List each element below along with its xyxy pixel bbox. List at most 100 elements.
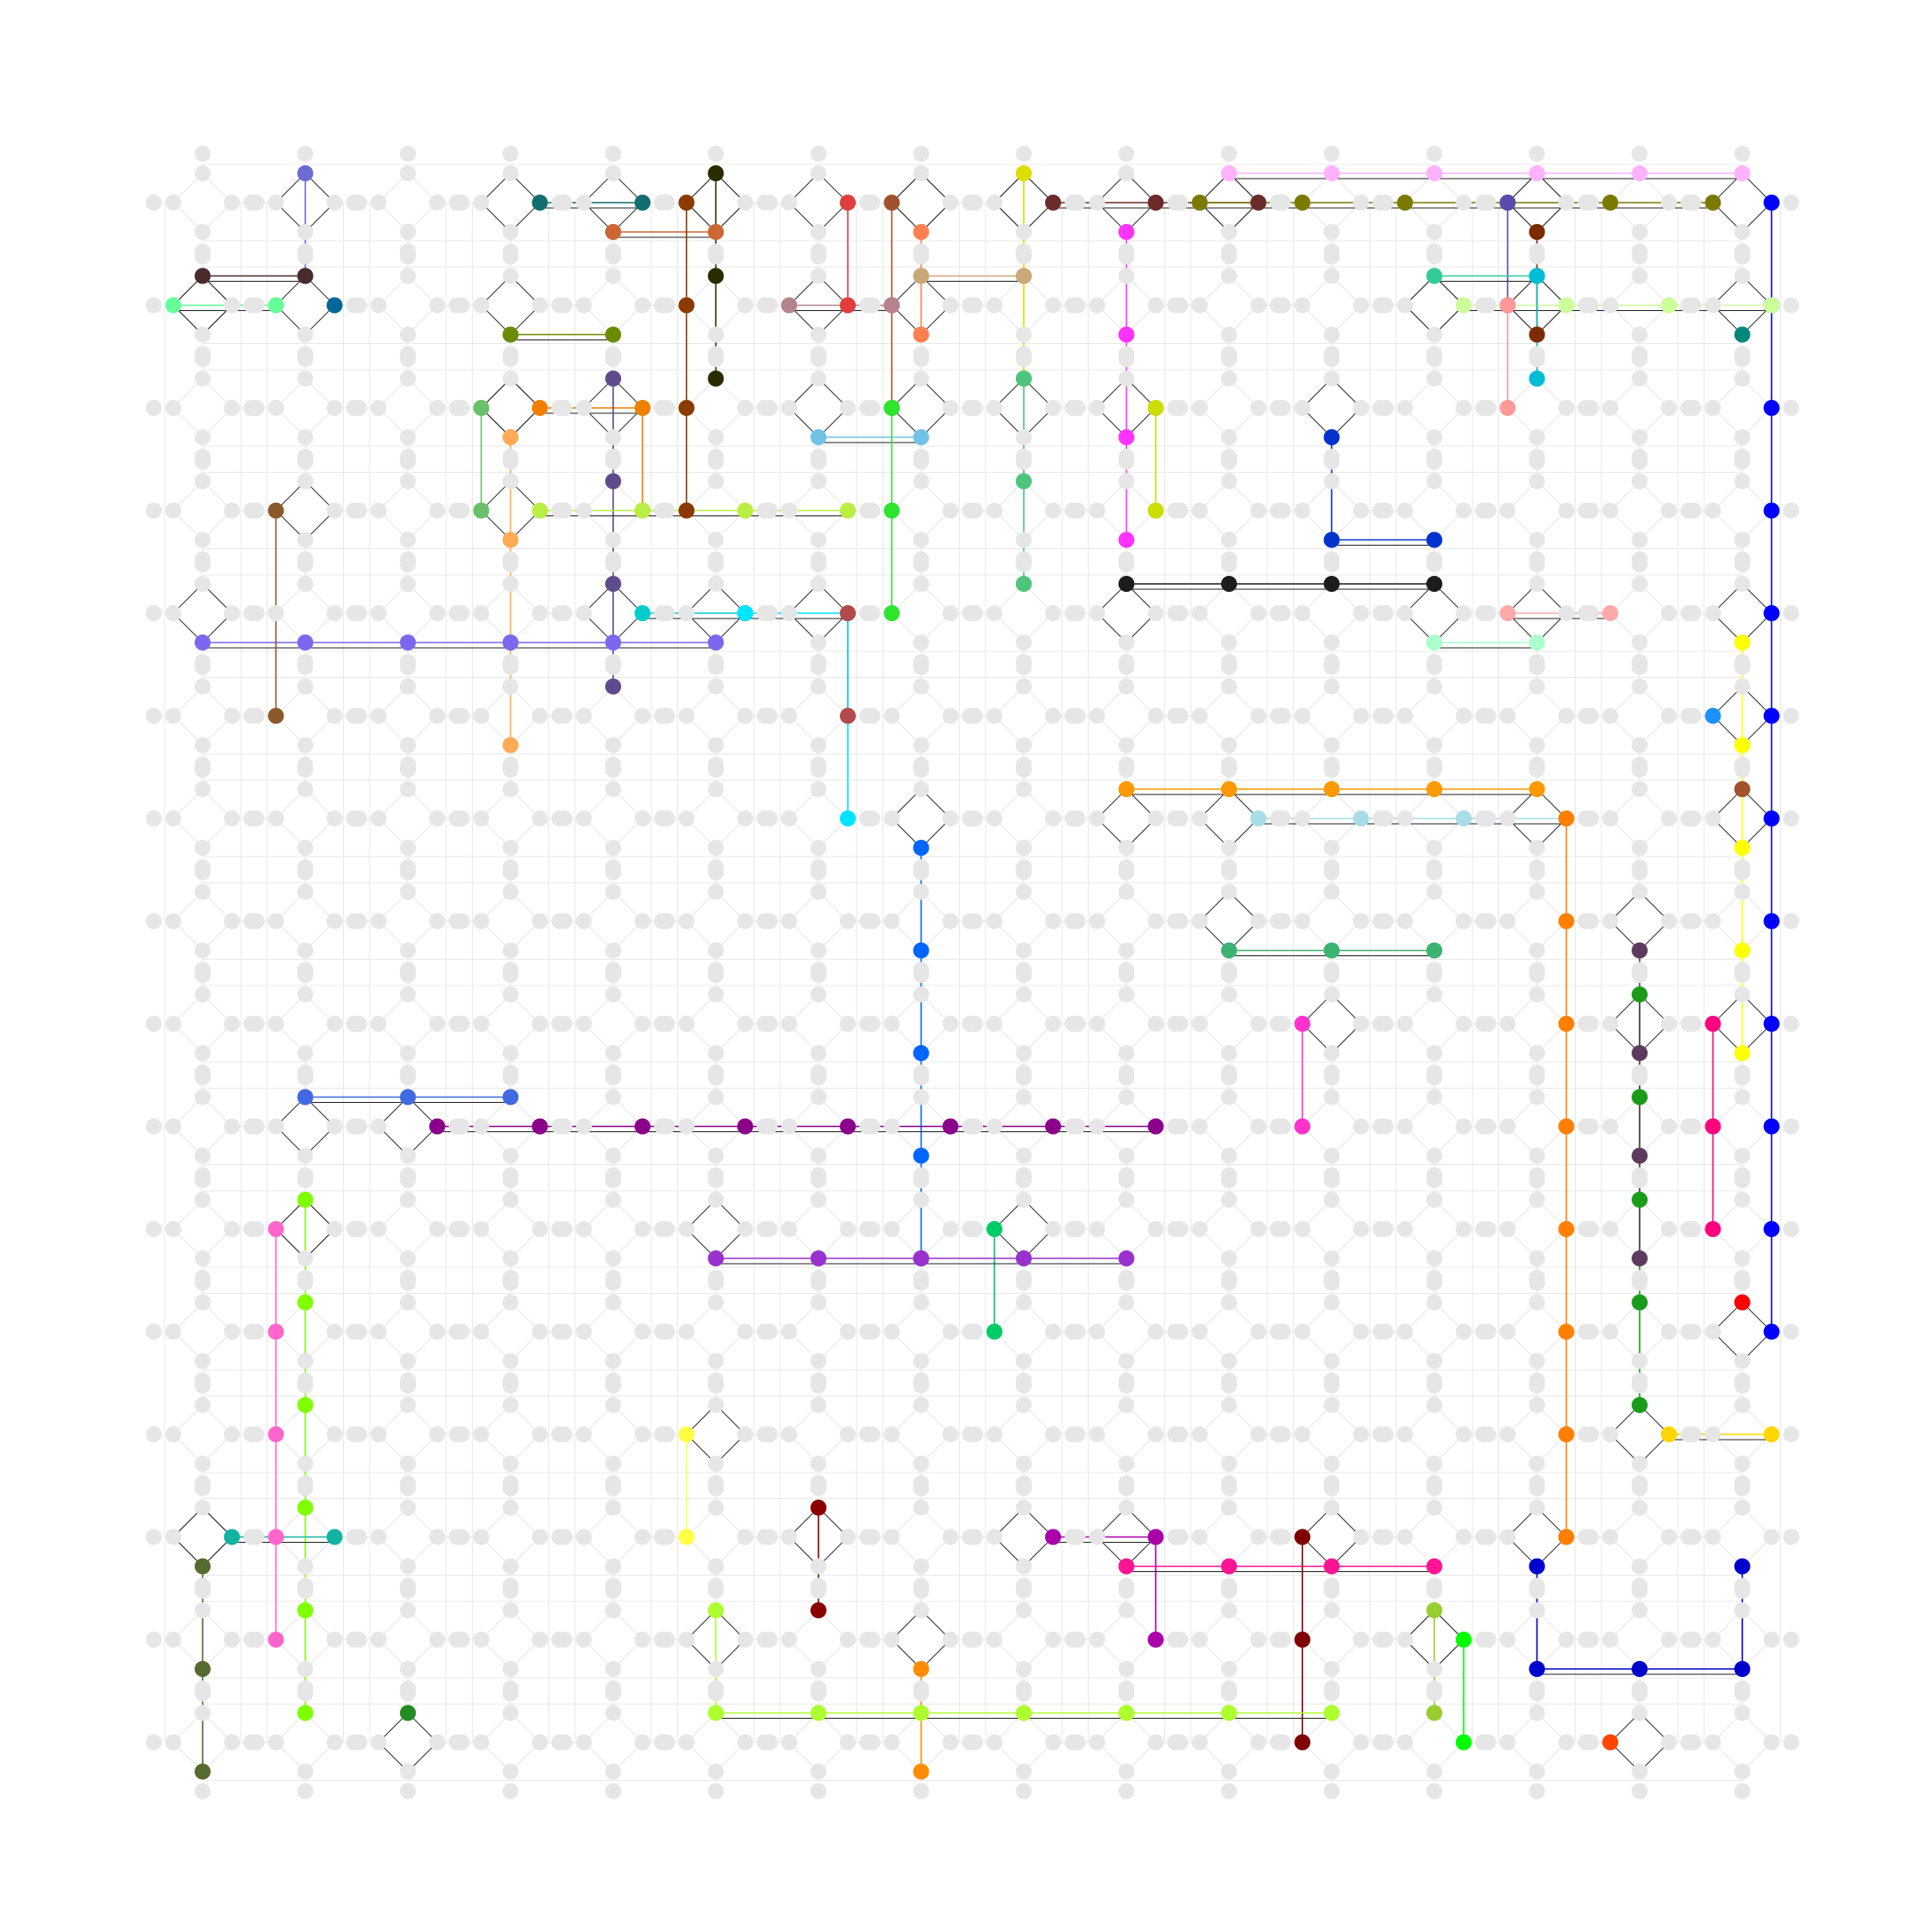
inactive-qubit — [1250, 297, 1266, 314]
inactive-qubit — [781, 707, 797, 724]
inactive-qubit — [1069, 1426, 1086, 1442]
inactive-qubit — [1016, 986, 1032, 1002]
inactive-qubit — [1734, 473, 1751, 490]
inactive-qubit — [1353, 913, 1369, 930]
inactive-qubit — [1147, 1323, 1164, 1340]
inactive-qubit — [165, 1118, 181, 1135]
inactive-qubit — [1016, 1456, 1032, 1472]
inactive-qubit — [1602, 1118, 1618, 1135]
inactive-qubit — [1089, 810, 1106, 826]
inactive-qubit — [429, 1426, 445, 1442]
inactive-qubit — [297, 942, 314, 959]
inactive-qubit — [913, 864, 930, 881]
inactive-qubit — [400, 659, 416, 675]
inactive-qubit — [1734, 453, 1751, 470]
inactive-qubit — [1172, 1118, 1188, 1135]
inactive-qubit — [1069, 913, 1086, 930]
inactive-qubit — [913, 371, 930, 387]
inactive-qubit — [986, 1426, 1002, 1442]
inactive-qubit — [1480, 297, 1497, 314]
inactive-qubit — [502, 883, 519, 900]
inactive-qubit — [195, 429, 211, 445]
inactive-qubit — [1294, 605, 1311, 621]
inactive-qubit — [400, 1499, 416, 1516]
inactive-qubit — [810, 351, 826, 367]
inactive-qubit — [326, 1221, 343, 1237]
inactive-qubit — [400, 864, 416, 881]
inactive-qubit — [737, 297, 754, 314]
inactive-qubit — [810, 453, 826, 470]
inactive-qubit — [556, 502, 572, 519]
inactive-qubit — [1456, 502, 1472, 519]
inactive-qubit — [1250, 1118, 1266, 1135]
inactive-qubit — [1685, 502, 1702, 519]
inactive-qubit — [913, 986, 930, 1002]
inactive-qubit — [737, 1221, 754, 1237]
inactive-qubit — [810, 556, 826, 572]
inactive-qubit — [1529, 1377, 1545, 1393]
inactive-qubit — [1783, 297, 1800, 314]
inactive-qubit — [635, 1426, 651, 1442]
inactive-qubit — [1118, 1069, 1135, 1086]
inactive-qubit — [371, 297, 387, 314]
inactive-qubit — [810, 1147, 826, 1164]
inactive-qubit — [1221, 864, 1237, 881]
inactive-qubit — [605, 781, 621, 797]
inactive-qubit — [1016, 453, 1032, 470]
inactive-qubit — [400, 986, 416, 1002]
inactive-qubit — [1172, 810, 1188, 826]
inactive-qubit — [429, 502, 445, 519]
inactive-qubit — [1632, 248, 1648, 265]
inactive-qubit — [1426, 1294, 1442, 1311]
inactive-qubit — [1602, 1221, 1618, 1237]
inactive-qubit — [502, 1172, 519, 1188]
inactive-qubit — [531, 1323, 548, 1340]
inactive-qubit — [810, 840, 826, 856]
inactive-qubit — [400, 1147, 416, 1164]
inactive-qubit — [502, 248, 519, 265]
inactive-qubit — [1426, 1192, 1442, 1208]
inactive-qubit — [1323, 762, 1340, 778]
inactive-qubit — [707, 146, 724, 162]
inactive-qubit — [224, 502, 240, 519]
inactive-qubit — [502, 942, 519, 959]
inactive-qubit — [883, 810, 900, 826]
inactive-qubit — [1221, 678, 1237, 695]
inactive-qubit — [556, 810, 572, 826]
inactive-qubit — [502, 781, 519, 797]
inactive-qubit — [1016, 1069, 1032, 1086]
inactive-qubit — [1089, 1221, 1106, 1237]
inactive-qubit — [1529, 659, 1545, 675]
inactive-qubit — [942, 605, 959, 621]
inactive-qubit — [913, 473, 930, 490]
inactive-qubit — [810, 1172, 826, 1188]
inactive-qubit — [840, 913, 856, 930]
inactive-qubit — [762, 810, 778, 826]
inactive-qubit — [195, 453, 211, 470]
inactive-qubit — [605, 453, 621, 470]
inactive-qubit — [605, 840, 621, 856]
inactive-qubit — [1529, 146, 1545, 162]
inactive-qubit — [605, 1558, 621, 1575]
inactive-qubit — [473, 913, 490, 930]
inactive-qubit — [248, 913, 265, 930]
inactive-qubit — [1016, 1353, 1032, 1369]
inactive-qubit — [1221, 762, 1237, 778]
inactive-qubit — [326, 1323, 343, 1340]
inactive-qubit — [1118, 840, 1135, 856]
inactive-qubit — [1426, 1172, 1442, 1188]
inactive-qubit — [883, 1323, 900, 1340]
inactive-qubit — [737, 1426, 754, 1442]
inactive-qubit — [781, 1426, 797, 1442]
inactive-qubit — [1221, 371, 1237, 387]
inactive-qubit — [1529, 762, 1545, 778]
inactive-qubit — [1583, 1221, 1599, 1237]
inactive-qubit — [737, 1323, 754, 1340]
inactive-qubit — [1016, 762, 1032, 778]
inactive-qubit — [1353, 400, 1369, 416]
inactive-qubit — [1426, 1147, 1442, 1164]
inactive-qubit — [1016, 942, 1032, 959]
inactive-qubit — [1069, 1118, 1086, 1135]
inactive-qubit — [1089, 707, 1106, 724]
inactive-qubit — [605, 1250, 621, 1266]
